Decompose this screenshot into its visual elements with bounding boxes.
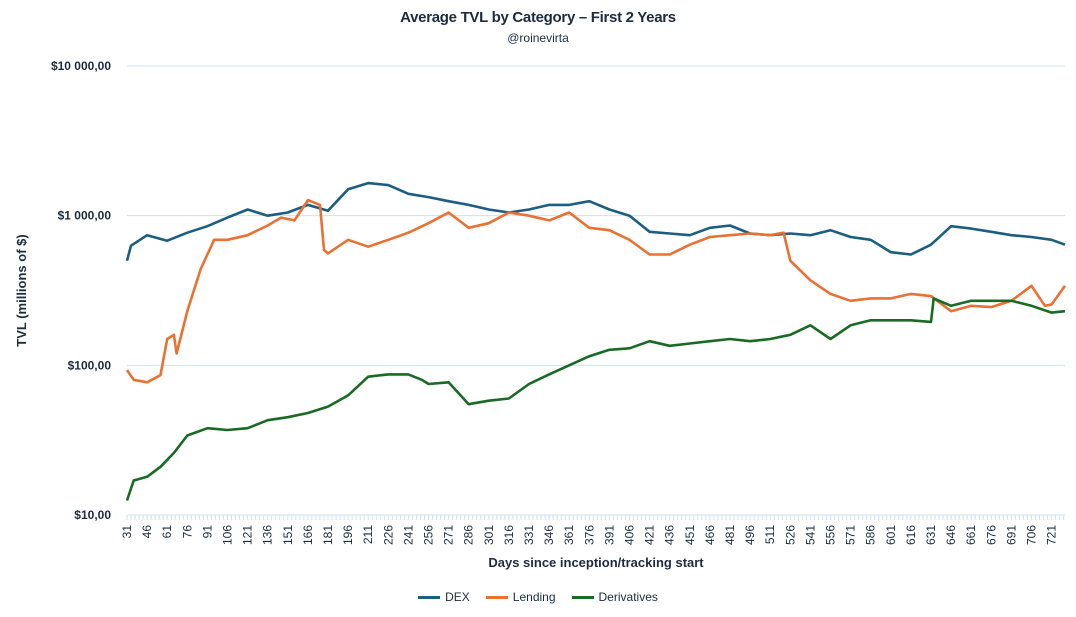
x-tick-label: 541 bbox=[803, 525, 817, 545]
x-tick-label: 31 bbox=[120, 525, 134, 539]
x-tick-label: 166 bbox=[301, 525, 315, 545]
x-tick-label: 331 bbox=[522, 525, 536, 545]
legend: DEX Lending Derivatives bbox=[0, 590, 1076, 604]
x-tick-label: 526 bbox=[783, 525, 797, 545]
x-tick-label: 406 bbox=[623, 525, 637, 545]
chart-subtitle: @roinevirta bbox=[507, 31, 569, 45]
x-tick-label: 676 bbox=[984, 525, 998, 545]
x-tick-label: 136 bbox=[261, 525, 275, 545]
x-tick-label: 361 bbox=[562, 525, 576, 545]
x-tick-label: 631 bbox=[924, 525, 938, 545]
x-tick-label: 391 bbox=[602, 525, 616, 545]
x-tick-label: 121 bbox=[241, 525, 255, 545]
x-tick-label: 481 bbox=[723, 525, 737, 545]
y-tick-label: $10,00 bbox=[74, 508, 111, 522]
x-tick-label: 466 bbox=[703, 525, 717, 545]
x-tick-label: 661 bbox=[964, 525, 978, 545]
x-tick-label: 601 bbox=[884, 525, 898, 545]
x-tick-label: 706 bbox=[1025, 525, 1039, 545]
x-tick-label: 346 bbox=[542, 525, 556, 545]
x-tick-label: 571 bbox=[844, 525, 858, 545]
x-tick-label: 181 bbox=[321, 525, 335, 545]
x-tick-label: 256 bbox=[422, 525, 436, 545]
legend-swatch bbox=[418, 595, 441, 599]
x-tick-label: 376 bbox=[582, 525, 596, 545]
x-tick-label: 106 bbox=[221, 525, 235, 545]
y-tick-label: $100,00 bbox=[68, 358, 112, 372]
x-tick-label: 211 bbox=[361, 525, 375, 544]
legend-swatch bbox=[571, 595, 594, 599]
legend-item-dex: DEX bbox=[418, 590, 470, 604]
chart-title: Average TVL by Category – First 2 Years bbox=[400, 9, 676, 26]
series-line-derivatives bbox=[125, 297, 1066, 501]
x-tick-label: 646 bbox=[944, 525, 958, 545]
x-tick-label: 61 bbox=[160, 525, 174, 539]
x-tick-label: 271 bbox=[442, 525, 456, 545]
series-line-dex bbox=[125, 181, 1066, 262]
x-tick-label: 91 bbox=[200, 525, 214, 539]
x-tick-label: 511 bbox=[763, 525, 777, 544]
x-tick-label: 586 bbox=[864, 525, 878, 545]
legend-item-lending: Lending bbox=[485, 590, 556, 604]
legend-label: Lending bbox=[512, 590, 556, 604]
x-tick-label: 316 bbox=[502, 525, 516, 545]
x-tick-label: 451 bbox=[683, 525, 697, 545]
x-tick-label: 76 bbox=[180, 525, 194, 539]
y-tick-label: $10 000,00 bbox=[51, 59, 111, 73]
legend-item-derivatives: Derivatives bbox=[571, 590, 658, 604]
x-tick-label: 196 bbox=[341, 525, 355, 545]
y-axis-label: TVL (millions of $) bbox=[14, 234, 29, 346]
x-tick-label: 721 bbox=[1045, 525, 1059, 545]
x-tick-label: 421 bbox=[643, 525, 657, 545]
x-tick-label: 556 bbox=[824, 525, 838, 545]
x-tick-label: 691 bbox=[1004, 525, 1018, 545]
x-tick-label: 241 bbox=[401, 525, 415, 545]
legend-label: DEX bbox=[445, 590, 470, 604]
y-tick-label: $1 000,00 bbox=[58, 209, 112, 223]
x-tick-label: 46 bbox=[140, 525, 154, 539]
x-tick-label: 151 bbox=[281, 525, 295, 545]
x-tick-label: 436 bbox=[663, 525, 677, 545]
x-tick-label: 286 bbox=[462, 525, 476, 545]
x-tick-label: 226 bbox=[381, 525, 395, 545]
legend-swatch bbox=[485, 595, 508, 599]
x-tick-label: 616 bbox=[904, 525, 918, 545]
x-axis-label: Days since inception/tracking start bbox=[488, 555, 704, 570]
x-tick-label: 496 bbox=[743, 525, 757, 545]
x-tick-label: 301 bbox=[482, 525, 496, 545]
series-line-lending bbox=[125, 198, 1067, 384]
legend-label: Derivatives bbox=[598, 590, 658, 604]
